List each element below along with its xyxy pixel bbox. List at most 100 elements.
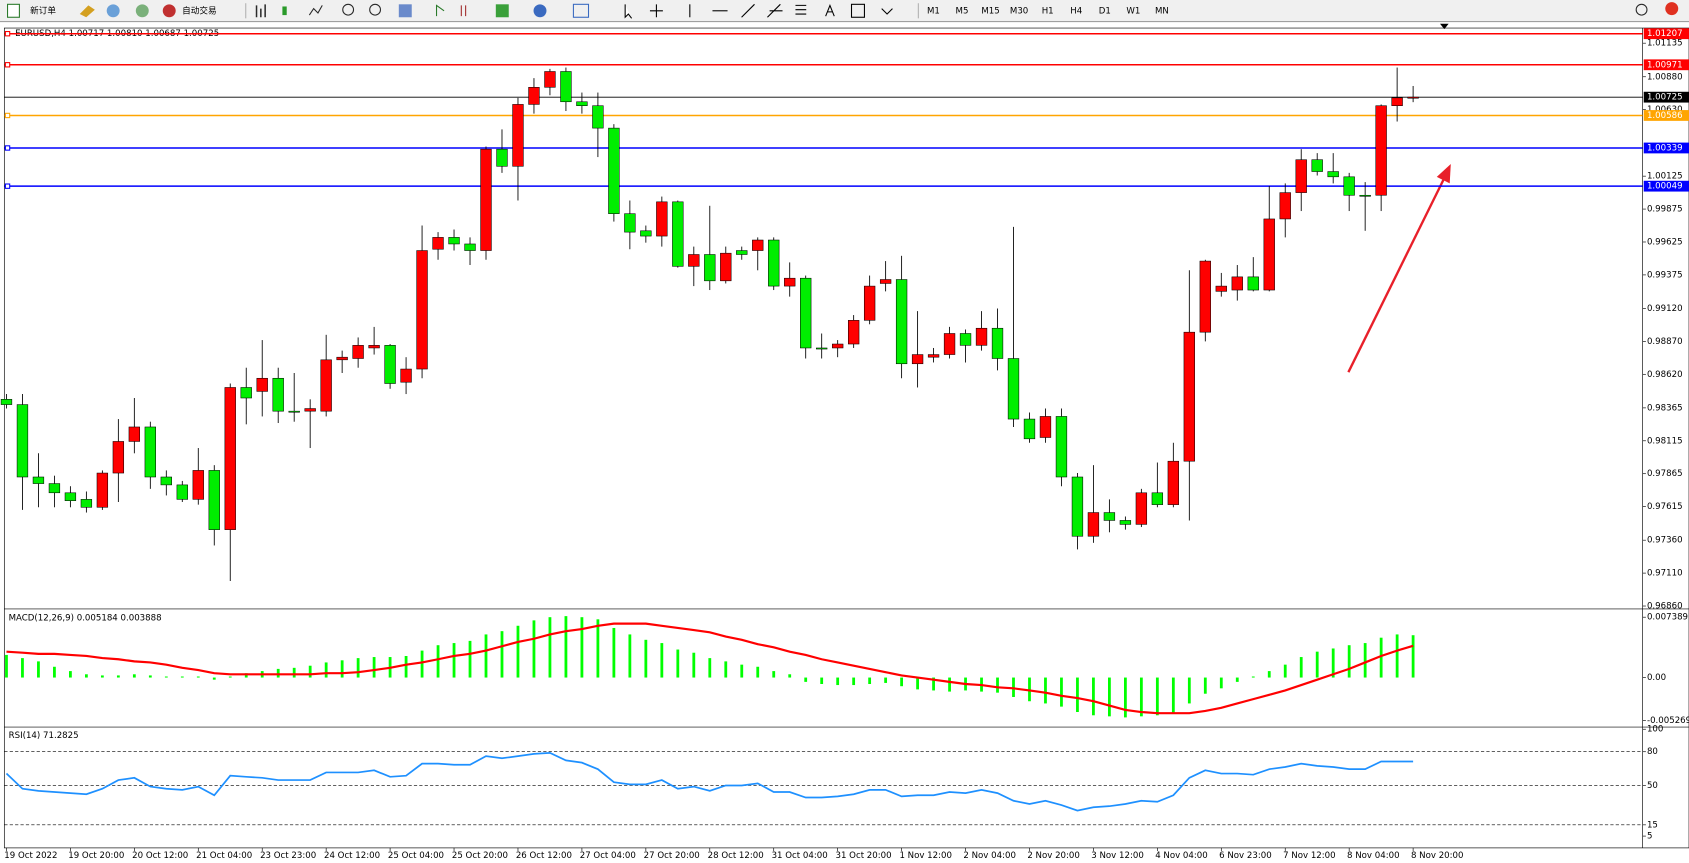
toolbar-icon[interactable]: [106, 4, 120, 18]
toolbar: [0, 0, 1689, 22]
y-tick-label: 15: [1647, 820, 1658, 830]
indicators[interactable]: [495, 4, 509, 18]
candle-body: [608, 127, 620, 214]
auto-trading-icon: [162, 4, 176, 18]
timeframe-button[interactable]: H4: [1070, 6, 1082, 16]
x-tick-label: 31 Oct 20:00: [836, 851, 892, 861]
x-tick-label: 1 Nov 12:00: [899, 851, 952, 861]
search[interactable]: [1635, 3, 1648, 16]
x-tick-label: 20 Oct 12:00: [132, 851, 188, 861]
bar-chart-tool[interactable]: [255, 4, 266, 18]
timeframe-button[interactable]: M1: [927, 6, 940, 16]
candle-body: [432, 237, 444, 250]
candle-body: [736, 250, 748, 255]
candle-body: [688, 254, 700, 267]
timeframe-button[interactable]: D1: [1099, 6, 1111, 16]
y-tick-label: 50: [1647, 781, 1658, 791]
price-level-label: 1.00049: [1647, 182, 1683, 192]
price-level-label: 1.00725: [1647, 93, 1683, 103]
y-tick-label: 0.99625: [1647, 237, 1683, 247]
x-tick-label: 27 Oct 04:00: [580, 851, 636, 861]
candle-body: [160, 476, 172, 486]
timeframe-button[interactable]: M5: [956, 6, 969, 16]
arrows-tool[interactable]: [881, 8, 893, 15]
zoom-out[interactable]: [369, 3, 382, 16]
toolbar-icon[interactable]: [79, 5, 95, 18]
y-tick-label: 1.00880: [1647, 72, 1683, 82]
timeframe-button[interactable]: W1: [1126, 6, 1140, 16]
candle-body: [704, 254, 716, 282]
y-tick-label: 0.97615: [1647, 502, 1683, 512]
candle-body: [176, 484, 188, 500]
trendline-tool[interactable]: [741, 3, 755, 18]
candle-body: [975, 327, 988, 346]
y-tick-label: 0.97360: [1647, 536, 1683, 546]
y-tick-label: 5: [1647, 832, 1652, 842]
y-tick-label: 100: [1647, 725, 1663, 735]
timeframe-button[interactable]: H1: [1042, 6, 1054, 16]
channel-tool[interactable]: [767, 3, 783, 18]
zoom-in[interactable]: [342, 3, 355, 16]
candle-body: [64, 492, 77, 501]
candle-body: [800, 277, 812, 349]
candle-body: [863, 285, 876, 321]
chart-window: [3, 27, 1689, 849]
x-tick-label: 7 Nov 12:00: [1283, 851, 1336, 861]
new-order-button[interactable]: 新订单: [7, 3, 57, 18]
candle-body: [1343, 176, 1355, 196]
candle-body: [1215, 285, 1227, 292]
candle-body: [1039, 416, 1052, 438]
candle-body: [1279, 192, 1291, 220]
x-tick-label: 3 Nov 12:00: [1091, 851, 1144, 861]
timeframe-button[interactable]: M30: [1010, 6, 1028, 16]
price-level-label: 1.00339: [1647, 143, 1683, 153]
y-tick-label: 1.01135: [1647, 39, 1683, 49]
y-tick-label: 0.99375: [1647, 270, 1683, 280]
auto-trading-button[interactable]: 自动交易: [162, 4, 217, 18]
auto-trading-label: 自动交易: [182, 4, 216, 16]
crosshair-tool[interactable]: [649, 4, 663, 18]
candle-body: [1311, 159, 1323, 172]
price-level-tag: [1643, 142, 1689, 154]
new-order-icon: [7, 3, 20, 18]
level-anchor: [4, 183, 11, 189]
y-tick-label: -0.005269: [1647, 716, 1689, 726]
candle-body: [1199, 260, 1211, 333]
line-tool[interactable]: [308, 5, 323, 16]
text-tool[interactable]: [825, 3, 835, 17]
timeframe-button[interactable]: M15: [981, 6, 999, 16]
rsi-line: [5, 751, 1414, 812]
x-tick-label: 23 Oct 23:00: [260, 851, 316, 861]
candle-body: [352, 345, 364, 359]
candle-body: [656, 201, 668, 237]
candle-body: [1151, 492, 1164, 505]
autoscroll[interactable]: [435, 4, 445, 17]
chart-shift[interactable]: [460, 5, 467, 17]
tile-windows[interactable]: [398, 4, 412, 18]
price-level-tag: [1643, 28, 1689, 40]
label-tool[interactable]: [850, 3, 865, 18]
toolbar-icon[interactable]: [135, 4, 149, 18]
arrow-head: [1436, 163, 1451, 184]
candle-body: [192, 470, 204, 500]
candle-body: [448, 237, 460, 245]
fibo-tool[interactable]: [795, 4, 807, 15]
y-tick-label: 0.00: [1647, 673, 1666, 683]
cursor-tool[interactable]: [624, 4, 633, 19]
candle-body: [1391, 97, 1403, 106]
candle-body: [784, 277, 796, 287]
indicator-title: MACD(12,26,9) 0.005184 0.003888: [9, 614, 162, 624]
periods[interactable]: [533, 4, 547, 18]
candle-tool[interactable]: [282, 6, 287, 16]
signal-line: [6, 622, 1414, 715]
templates[interactable]: [572, 3, 590, 18]
notifications[interactable]: [1665, 2, 1679, 16]
candle-body: [416, 250, 428, 370]
timeframe-button[interactable]: MN: [1155, 6, 1169, 16]
y-tick-label: 0.98870: [1647, 337, 1683, 347]
candle-body: [1007, 358, 1020, 420]
x-tick-label: 19 Oct 2022: [4, 851, 57, 861]
candle-body: [32, 476, 45, 484]
